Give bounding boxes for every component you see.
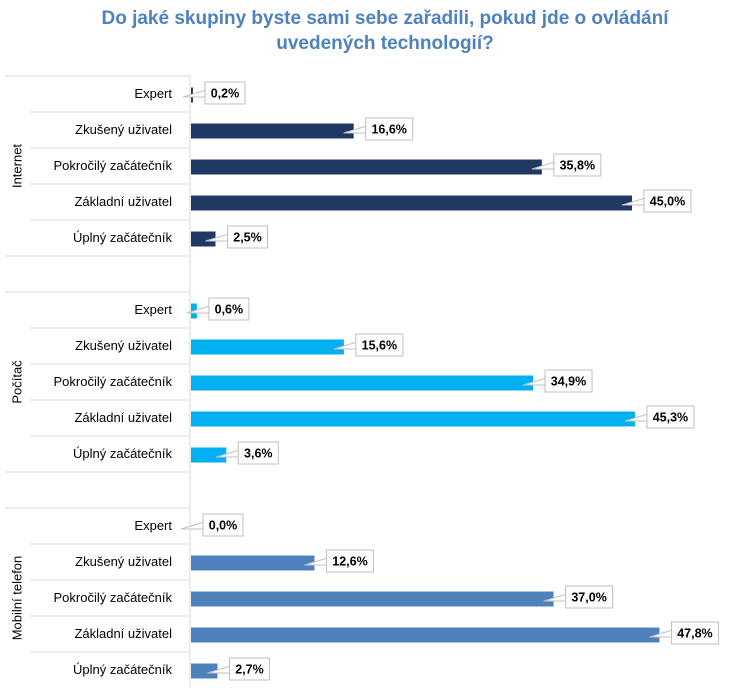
category-label: Pokročilý začátečník (54, 158, 173, 173)
value-label: 12,6% (332, 555, 367, 569)
value-label-box (643, 189, 692, 213)
value-label-join (356, 343, 360, 348)
bar (191, 375, 534, 391)
value-label-join (554, 163, 558, 168)
group-label: Počítač (9, 360, 24, 404)
chart-title-line-2: uvedených technologií? (276, 33, 494, 54)
value-label: 37,0% (571, 591, 606, 605)
value-label-box (208, 297, 250, 321)
value-label-join (566, 595, 570, 600)
value-label-box (237, 441, 279, 465)
bar (191, 339, 344, 355)
category-label: Pokročilý začátečník (54, 374, 173, 389)
bar (191, 411, 635, 427)
category-label: Základní uživatel (74, 194, 172, 209)
value-label-join (209, 307, 213, 312)
bar (191, 123, 354, 139)
value-label: 34,9% (551, 375, 586, 389)
value-label-join (204, 523, 207, 528)
category-label: Expert (134, 302, 172, 317)
value-label-box (228, 657, 270, 681)
value-label: 0,6% (215, 303, 244, 317)
value-label: 2,7% (235, 663, 264, 677)
value-label: 35,8% (560, 159, 595, 173)
value-label-join (230, 667, 234, 672)
value-label: 45,3% (653, 411, 688, 425)
value-label-join (672, 631, 676, 636)
value-label-join (645, 199, 648, 204)
value-label-join (239, 451, 243, 456)
value-label-join (647, 415, 651, 420)
chart-title: Do jaké skupiny byste sami sebe zařadili… (20, 6, 750, 56)
value-label: 15,6% (362, 339, 397, 353)
category-label: Úplný začátečník (73, 230, 172, 245)
bar (191, 591, 554, 607)
bar (191, 627, 660, 643)
category-label: Základní uživatel (74, 626, 172, 641)
value-label: 16,6% (371, 123, 406, 137)
category-label: Zkušený uživatel (75, 122, 172, 137)
value-label-pointer (180, 521, 205, 530)
value-label-box (325, 549, 374, 573)
value-label: 3,6% (244, 447, 273, 461)
value-label: 2,5% (233, 231, 262, 245)
bar (191, 231, 216, 247)
value-label-join (546, 379, 550, 384)
bar (191, 447, 227, 463)
bar (191, 555, 315, 571)
value-label-join (327, 559, 331, 564)
category-label: Zkušený uživatel (75, 554, 172, 569)
bar (191, 195, 632, 211)
value-label: 47,8% (677, 627, 712, 641)
value-label: 0,0% (209, 519, 238, 533)
bar (191, 159, 542, 175)
value-label-join (228, 235, 232, 240)
category-label: Základní uživatel (74, 410, 172, 425)
value-label: 45,0% (650, 195, 685, 209)
group-label: Internet (9, 144, 24, 188)
group-label: Mobilní telefon (9, 556, 24, 641)
value-label-box (204, 81, 246, 105)
category-label: Úplný začátečník (73, 662, 172, 677)
value-label-box (365, 117, 414, 141)
value-label-join (366, 127, 370, 132)
category-label: Expert (134, 86, 172, 101)
value-label-box (202, 513, 244, 537)
value-label-box (646, 405, 695, 429)
chart-title-line-1: Do jaké skupiny byste sami sebe zařadili… (101, 8, 669, 29)
value-label-box (553, 153, 602, 177)
value-label-join (205, 91, 209, 96)
value-label-pointer (182, 89, 207, 98)
value-label-box (565, 585, 614, 609)
category-label: Pokročilý začátečník (54, 590, 173, 605)
category-label: Expert (134, 518, 172, 533)
value-label-box (544, 369, 593, 393)
category-label: Úplný začátečník (73, 446, 172, 461)
value-label-box (227, 225, 268, 249)
value-label-box (670, 621, 719, 645)
category-label: Zkušený uživatel (75, 338, 172, 353)
value-label-box (355, 333, 404, 357)
value-label: 0,2% (211, 87, 240, 101)
bar (191, 663, 218, 679)
